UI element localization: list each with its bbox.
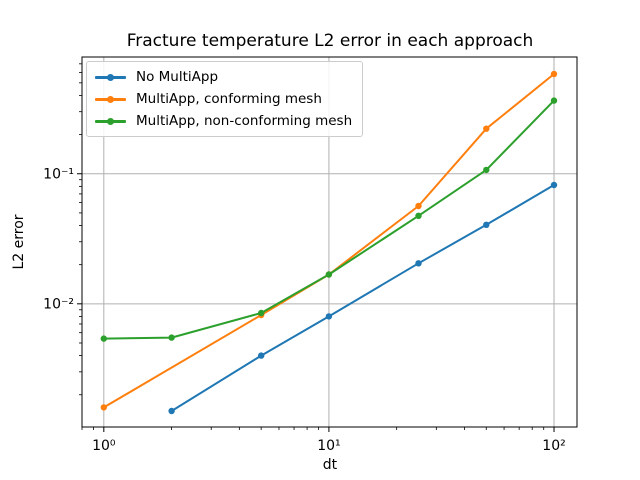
legend-item-label: MultiApp, conforming mesh <box>136 91 322 107</box>
data-point-marker <box>258 309 265 317</box>
data-point-marker <box>258 352 265 359</box>
data-point-marker <box>325 313 333 320</box>
y-tick-label: 10⁻¹ <box>43 166 74 182</box>
data-point-marker <box>415 260 422 267</box>
data-point-marker <box>483 125 490 132</box>
data-point-marker <box>550 70 558 78</box>
data-point-marker <box>100 404 108 411</box>
data-series <box>100 70 558 415</box>
legend-marker-icon <box>107 95 114 103</box>
x-axis-label: dt <box>323 457 338 473</box>
data-point-marker <box>550 97 558 104</box>
series-no-multiapp <box>168 181 558 415</box>
data-point-marker <box>415 212 422 219</box>
legend-item-label: MultiApp, non-conforming mesh <box>136 113 353 129</box>
series-line <box>170 184 555 412</box>
legend-line-sample <box>95 73 126 81</box>
data-point-marker <box>550 181 558 189</box>
series-line <box>102 73 555 409</box>
x-tick-label: 10¹ <box>317 438 340 454</box>
legend-box: No MultiApp MultiApp, conforming mesh Mult… <box>86 61 364 137</box>
data-point-marker <box>168 334 175 341</box>
legend-item: MultiApp, non-conforming mesh <box>95 110 352 132</box>
data-point-marker <box>415 202 422 210</box>
data-point-marker <box>100 335 108 342</box>
legend-marker-icon <box>107 73 114 81</box>
y-axis-label: L2 error <box>11 214 27 269</box>
legend-marker-icon <box>107 117 114 125</box>
legend-line-sample <box>95 95 126 103</box>
x-tick-label: 10² <box>542 438 565 454</box>
legend-item: No MultiApp <box>95 66 352 88</box>
axis-ticks <box>77 63 555 432</box>
data-point-marker <box>483 166 490 174</box>
x-tick-label: 10⁰ <box>92 438 116 454</box>
data-point-marker <box>168 407 175 415</box>
chart-title: Fracture temperature L2 error in each ap… <box>127 31 534 51</box>
data-point-marker <box>325 271 333 278</box>
tick-labels: 10⁰ 10¹ 10² 10⁻¹ 10⁻² <box>43 166 566 454</box>
legend-item: MultiApp, conforming mesh <box>95 88 352 110</box>
legend-item-label: No MultiApp <box>136 69 219 85</box>
series-multiapp-non-conforming-mesh <box>100 97 558 342</box>
legend-line-sample <box>95 117 126 125</box>
y-tick-label: 10⁻² <box>43 296 74 312</box>
data-point-marker <box>483 221 490 228</box>
